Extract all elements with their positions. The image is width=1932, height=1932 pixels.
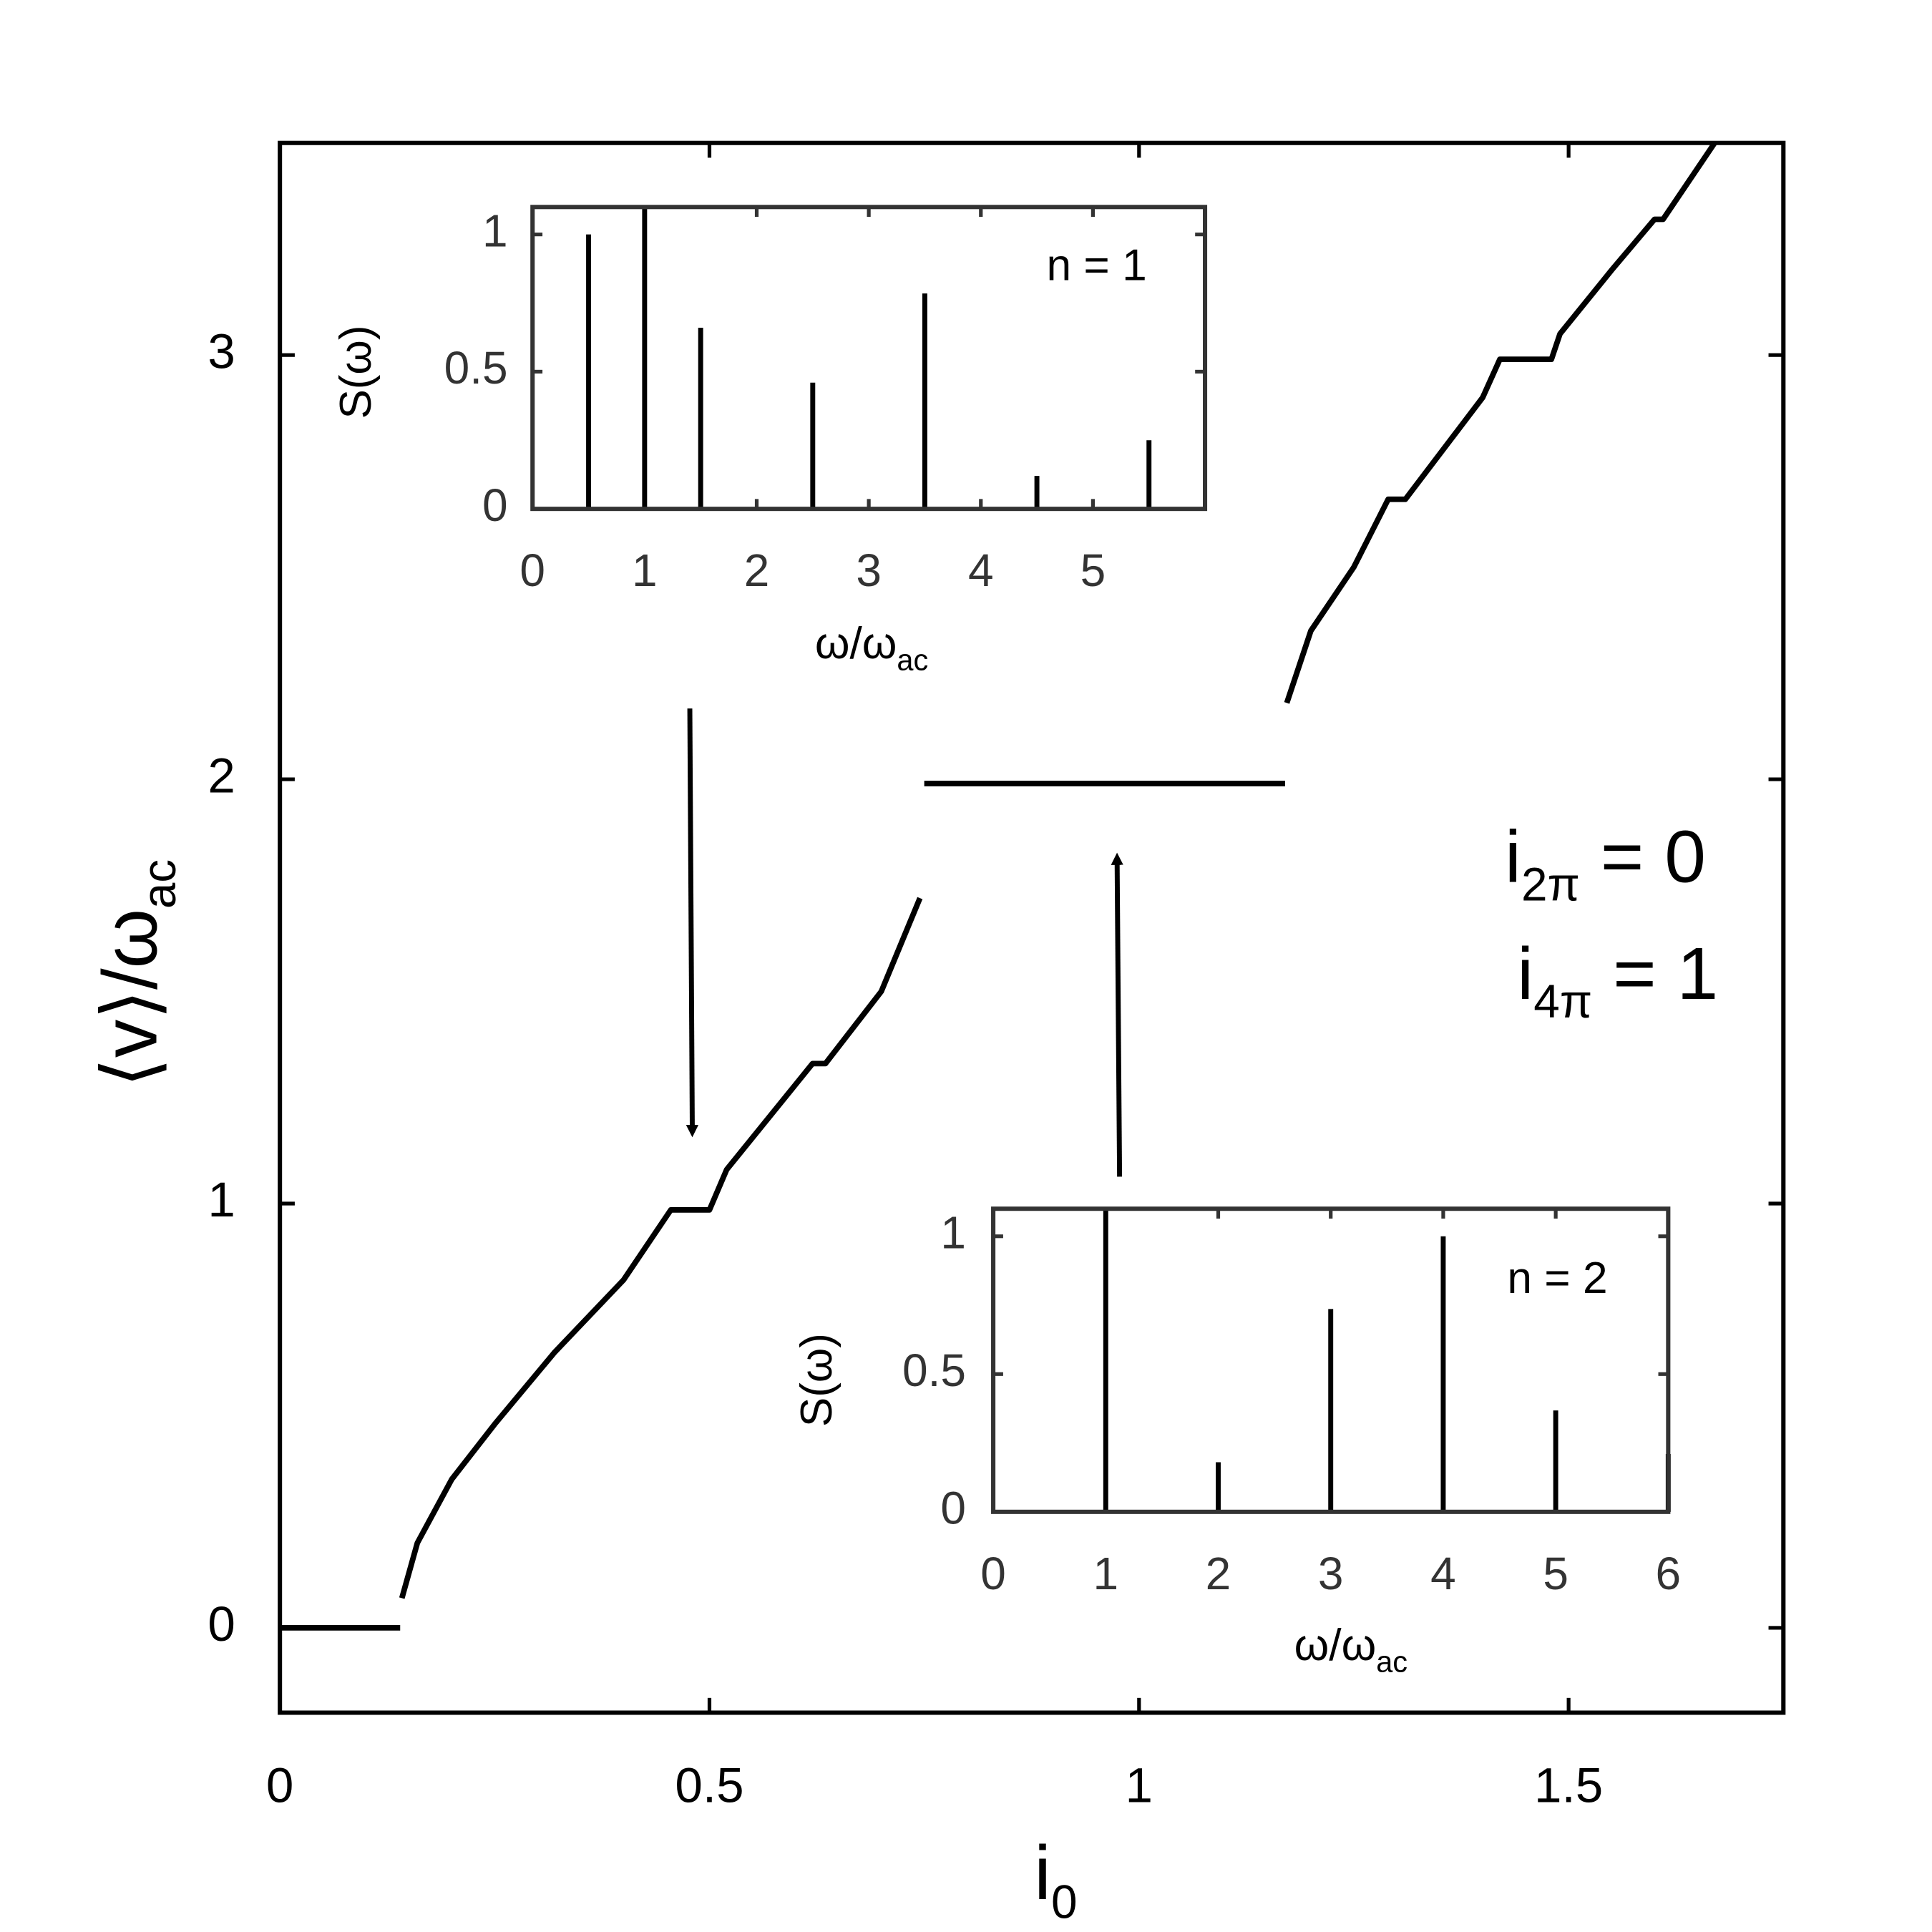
y-tick-label: 1 [940, 1207, 966, 1259]
x-tick-label: 0.5 [675, 1757, 743, 1813]
x-axis-label-part: i [1034, 1830, 1051, 1916]
x-tick-label: 0 [519, 545, 545, 596]
annotation-part: i [1517, 932, 1533, 1015]
annotation-part: = 0 [1580, 815, 1706, 898]
x-tick-label: 0 [266, 1757, 294, 1813]
y-tick-label: 1 [208, 1171, 235, 1227]
y-tick-label: 0.5 [444, 342, 508, 394]
x-axis-label: ω/ωac [815, 620, 928, 677]
x-tick-label: 1 [1126, 1757, 1153, 1813]
x-tick-label: 1.5 [1534, 1757, 1603, 1813]
y-tick-label: 0 [482, 479, 508, 531]
annotation-part: n = 1 [1047, 241, 1147, 291]
x-tick-label: 5 [1543, 1548, 1568, 1599]
x-axis-label: i0 [1034, 1830, 1077, 1928]
y-axis-label-part: ⟨v⟩/ω [87, 909, 172, 1088]
x-tick-label: 0 [980, 1548, 1006, 1599]
y-axis-label: ⟨v⟩/ωac [87, 859, 185, 1088]
y-axis-label-part: S(ω) [331, 326, 381, 419]
y-tick-label: 0 [208, 1596, 235, 1652]
x-axis-label-part: ω/ω [815, 620, 897, 669]
x-tick-label: 1 [632, 545, 658, 596]
y-axis-label: S(ω) [331, 326, 381, 419]
y-tick-label: 0 [940, 1483, 966, 1534]
x-tick-label: 2 [744, 545, 770, 596]
annotation-part: 2π [1521, 859, 1580, 911]
annotation: i4π = 1 [1517, 932, 1718, 1028]
y-tick-label: 2 [208, 747, 235, 803]
y-tick-label: 0.5 [902, 1345, 966, 1396]
y-axis-label-part: S(ω) [792, 1333, 841, 1427]
x-axis-label-part: ac [1376, 1645, 1407, 1679]
x-tick-label: 4 [1430, 1548, 1456, 1599]
x-tick-label: 4 [968, 545, 994, 596]
y-tick-label: 1 [482, 205, 508, 257]
x-axis-label-part: ω/ω [1294, 1621, 1377, 1670]
annotation-part: 4π [1533, 976, 1592, 1028]
x-tick-label: 3 [1318, 1548, 1344, 1599]
arrow [686, 708, 699, 1138]
annotation-part: n = 2 [1507, 1254, 1607, 1303]
x-tick-label: 6 [1656, 1548, 1682, 1599]
annotation-part: = 1 [1592, 932, 1718, 1015]
x-tick-label: 5 [1080, 545, 1106, 596]
arrow [1111, 852, 1123, 1177]
annotation: n = 2 [1507, 1254, 1607, 1303]
plot-frame [278, 140, 1786, 1715]
x-axis-label: ω/ωac [1294, 1621, 1407, 1678]
x-tick-label: 2 [1206, 1548, 1231, 1599]
plot-frame [991, 1206, 1671, 1514]
annotation: i2π = 0 [1505, 815, 1706, 911]
y-axis-label-part: ac [133, 859, 185, 909]
x-tick-label: 1 [1093, 1548, 1118, 1599]
x-tick-label: 3 [856, 545, 882, 596]
plot-frame [530, 205, 1208, 512]
y-tick-label: 3 [208, 323, 235, 379]
annotation-part: i [1505, 815, 1521, 898]
y-axis-label: S(ω) [792, 1333, 841, 1427]
annotation: n = 1 [1047, 241, 1147, 291]
x-axis-label-part: ac [897, 643, 928, 677]
data-line [280, 141, 1717, 1631]
x-axis-label-part: 0 [1051, 1876, 1078, 1928]
